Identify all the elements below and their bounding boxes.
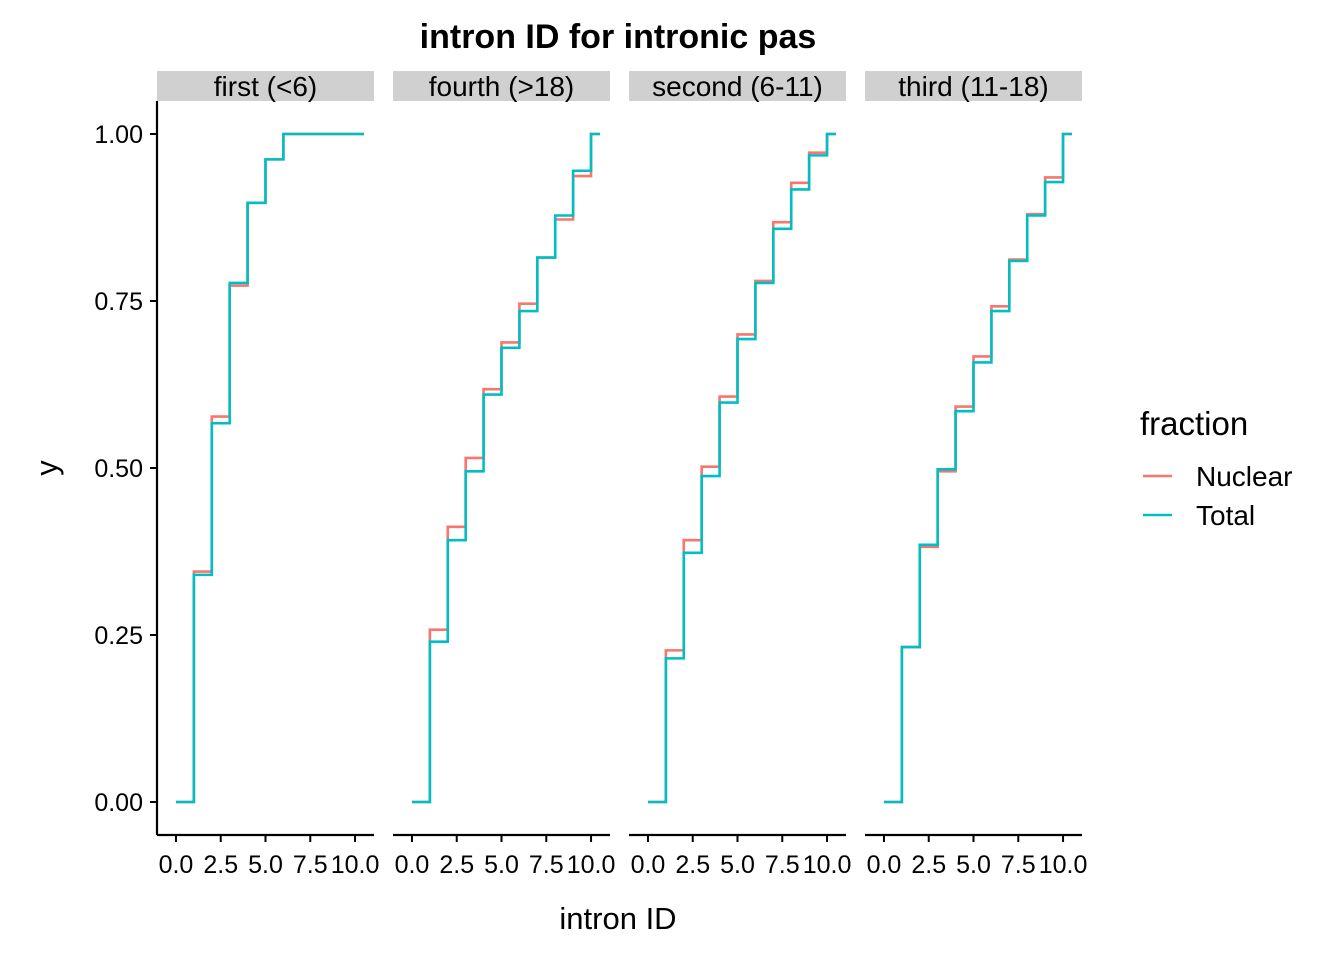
- series-line-nuclear: [411, 132, 600, 804]
- x-tick-label: 10.0: [1039, 851, 1088, 879]
- facet-strip: [393, 71, 610, 101]
- x-tick-label: 10.0: [803, 851, 852, 879]
- y-tick-label: 0.25: [94, 622, 143, 650]
- y-tick-label: 0.00: [94, 789, 143, 817]
- series-line-total: [883, 132, 1072, 804]
- chart-title: intron ID for intronic pas: [420, 18, 817, 56]
- legend-label: Nuclear: [1196, 461, 1292, 492]
- x-tick-label: 5.0: [248, 851, 283, 879]
- x-tick-label: 5.0: [484, 851, 519, 879]
- series-line-nuclear: [883, 132, 1072, 804]
- x-tick-label: 5.0: [956, 851, 991, 879]
- facet-strip: [629, 71, 846, 101]
- legend-title: fraction: [1140, 405, 1248, 442]
- series-line-total: [411, 132, 600, 804]
- x-tick-label: 10.0: [567, 851, 616, 879]
- x-tick-label: 0.0: [631, 851, 666, 879]
- facet-panel: third (11-18) 0.0 2.5 5.0 7.5 10.0: [865, 71, 1087, 879]
- series-line-nuclear: [647, 132, 836, 804]
- facet-strip-label: third (11-18): [898, 71, 1048, 102]
- facet-strip: [157, 71, 374, 101]
- x-tick-label: 7.5: [293, 851, 328, 879]
- x-tick-label: 0.0: [395, 851, 430, 879]
- legend: fraction Nuclear Total: [1140, 405, 1292, 531]
- x-tick-label: 2.5: [203, 851, 238, 879]
- facet-strip-label: second (6-11): [652, 71, 823, 102]
- y-axis: 0.00 0.25 0.50 0.75 1.00: [94, 101, 159, 835]
- x-tick-label: 7.5: [1001, 851, 1036, 879]
- x-tick-label: 0.0: [159, 851, 194, 879]
- facet-strip-label: first (<6): [214, 71, 317, 102]
- y-tick-label: 0.75: [94, 288, 143, 316]
- x-tick-label: 5.0: [720, 851, 755, 879]
- x-tick-label: 2.5: [675, 851, 710, 879]
- series-line-total: [647, 132, 836, 804]
- facet-strip-label: fourth (>18): [429, 71, 575, 102]
- x-tick-label: 10.0: [331, 851, 380, 879]
- series-line-nuclear: [175, 132, 364, 804]
- y-axis-title: y: [29, 460, 64, 476]
- x-tick-label: 2.5: [439, 851, 474, 879]
- x-tick-label: 2.5: [911, 851, 946, 879]
- facet-panel: second (6-11) 0.0 2.5 5.0 7.5 10.0: [629, 71, 851, 879]
- facet-strip: [865, 71, 1082, 101]
- facet-panel: fourth (>18) 0.0 2.5 5.0 7.5 10.0: [393, 71, 615, 879]
- y-tick-label: 1.00: [94, 121, 143, 149]
- legend-item: Total: [1143, 500, 1255, 531]
- legend-item: Nuclear: [1143, 461, 1292, 492]
- series-line-total: [175, 132, 364, 804]
- x-tick-label: 7.5: [765, 851, 800, 879]
- x-tick-label: 7.5: [529, 851, 564, 879]
- legend-label: Total: [1196, 500, 1255, 531]
- facet-panel: first (<6) 0.0 2.5 5.0 7.5 10.0: [157, 71, 379, 879]
- x-tick-label: 0.0: [867, 851, 902, 879]
- legend-entries: Nuclear Total: [1143, 461, 1292, 531]
- y-tick-label: 0.50: [94, 455, 143, 483]
- x-axis-title: intron ID: [559, 901, 676, 936]
